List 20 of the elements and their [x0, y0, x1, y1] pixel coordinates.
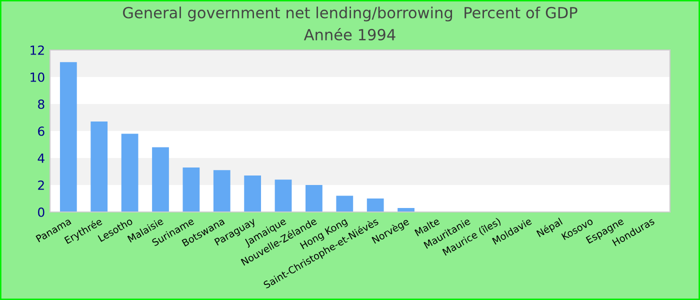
bar — [213, 170, 230, 212]
chart-title: General government net lending/borrowing Percent of GDP — [123, 6, 578, 22]
bar — [244, 176, 262, 212]
y-tick-label: 2 — [38, 180, 44, 190]
bar — [274, 180, 292, 212]
y-tick-label: 6 — [38, 126, 44, 136]
y-tick-label: 0 — [38, 207, 44, 217]
y-tick-label: 12 — [30, 45, 44, 55]
bar — [336, 196, 354, 212]
bar — [366, 198, 384, 212]
bar — [60, 62, 77, 212]
chart-subtitle: Année 1994 — [304, 28, 396, 40]
bar — [152, 147, 169, 212]
bar — [182, 167, 200, 212]
y-tick-label: 4 — [38, 154, 44, 163]
bar — [90, 122, 108, 212]
y-tick-label: 8 — [38, 99, 44, 109]
bar — [306, 185, 322, 212]
y-tick-label: 10 — [30, 72, 44, 82]
bar — [121, 134, 138, 212]
